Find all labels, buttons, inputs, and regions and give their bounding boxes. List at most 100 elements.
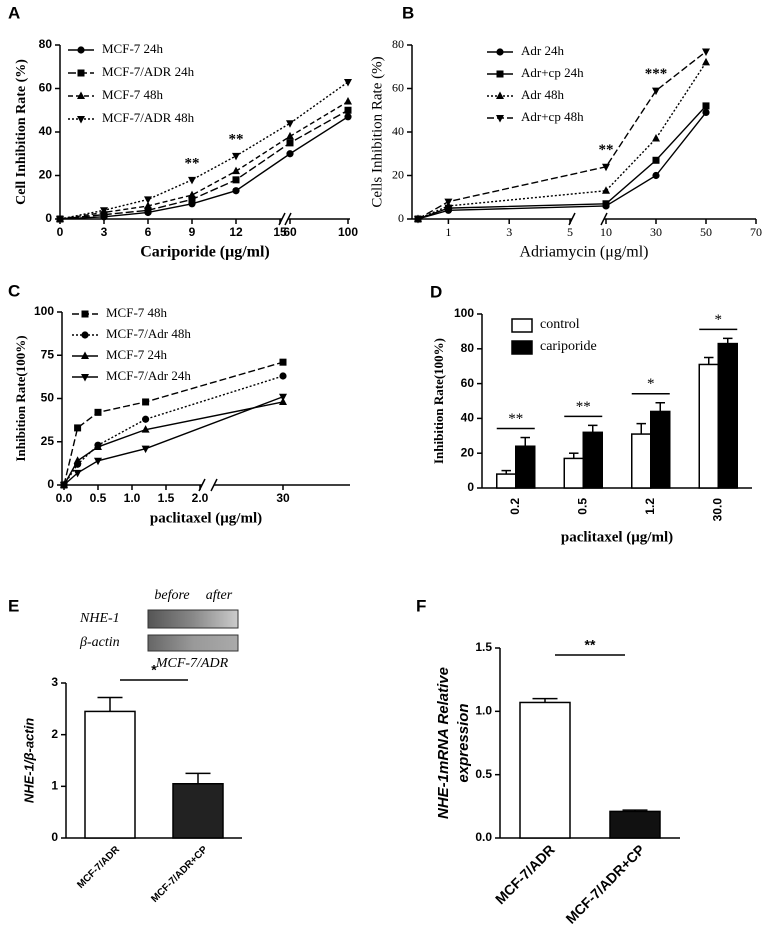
legend-label: MCF-7/ADR 48h <box>102 110 195 125</box>
marker <box>652 156 660 164</box>
legend-label: MCF-7/Adr 24h <box>106 368 191 383</box>
marker <box>286 150 294 158</box>
marker <box>279 393 287 402</box>
y-axis-title: expression <box>455 703 472 782</box>
marker <box>232 166 240 175</box>
significance-label: *** <box>645 66 668 82</box>
bar <box>84 710 136 839</box>
x-tick-label: 1.5 <box>158 491 175 505</box>
y-tick-label: 60 <box>39 81 53 95</box>
x-tick-label: 3 <box>506 225 512 239</box>
marker <box>94 442 102 450</box>
y-tick-label: 75 <box>41 347 55 361</box>
legend-label: MCF-7/ADR 24h <box>102 64 195 79</box>
x-tick-label: 60 <box>283 225 297 239</box>
y-tick-label: 80 <box>392 37 404 51</box>
x-tick-label: MCF-7/ADR <box>492 841 558 907</box>
x-tick-label: 15 <box>273 225 287 239</box>
panel: F 0.0 0.5 1.0 1.5 NHE-1mRNA Relative expressio… <box>416 596 680 927</box>
series-line <box>59 109 349 220</box>
y-tick-label: 0 <box>467 480 474 494</box>
legend-label: MCF-7/Adr 48h <box>106 326 191 341</box>
y-axis-title: NHE-1mRNA Relative <box>435 667 452 819</box>
bar <box>519 701 571 839</box>
x-tick-label: 0.5 <box>90 491 107 505</box>
significance-label: ** <box>599 142 614 158</box>
bar <box>582 431 603 489</box>
panel-letter: F <box>416 596 426 615</box>
blot-caption: MCF-7/ADR <box>155 656 229 671</box>
marker <box>702 102 710 110</box>
marker <box>100 207 108 215</box>
legend-label: Adr 24h <box>521 43 564 58</box>
significance-label: * <box>715 312 723 328</box>
x-tick-label: 2.0 <box>192 491 209 505</box>
y-axis-title: Inhibition Rate(100%) <box>13 335 28 461</box>
legend-marker <box>77 69 85 77</box>
panel: D 0 20 40 60 80 100 Inhibition Rate(100%) paclit… <box>430 282 752 545</box>
x-tick-label: 0.5 <box>575 498 589 515</box>
y-tick-label: 40 <box>461 411 475 425</box>
bar <box>698 363 719 489</box>
marker <box>74 424 82 432</box>
marker <box>144 196 152 204</box>
western-blot: before after NHE-1 β-actin MCF-7/ADR <box>79 588 239 671</box>
legend-marker <box>496 48 504 56</box>
x-tick-label: 30 <box>276 491 290 505</box>
significance-label: ** <box>229 131 244 147</box>
x-tick-label: 0 <box>57 225 64 239</box>
marker <box>142 415 150 423</box>
y-tick-label: 0 <box>47 477 54 491</box>
axis-break <box>210 478 218 492</box>
x-tick-label: 0.0 <box>56 491 73 505</box>
legend-marker <box>81 351 89 359</box>
y-tick-label: 50 <box>41 391 55 405</box>
marker <box>144 201 152 209</box>
legend-label: cariporide <box>540 339 597 354</box>
y-tick-label: 0 <box>45 211 52 225</box>
x-tick-label: 70 <box>750 225 762 239</box>
y-tick-label: 1 <box>51 779 58 793</box>
marker <box>188 195 196 203</box>
legend-marker <box>496 70 504 78</box>
marker <box>652 87 660 96</box>
axis-break <box>600 212 608 226</box>
marker <box>279 358 287 366</box>
bar <box>609 810 661 839</box>
y-tick-label: 100 <box>34 304 54 318</box>
x-tick-label: MCF-7/ADR <box>75 844 122 891</box>
marker <box>344 106 352 114</box>
x-axis-title: paclitaxel (μg/ml) <box>150 510 262 526</box>
marker <box>602 200 610 208</box>
x-tick-label: 5 <box>567 225 573 239</box>
x-axis-title: paclitaxel (μg/ml) <box>561 529 673 545</box>
marker <box>94 457 102 466</box>
x-tick-label: 30 <box>650 225 662 239</box>
x-tick-label: 0.2 <box>508 498 522 515</box>
marker <box>602 186 610 194</box>
y-axis-title: NHE-1/β-actin <box>21 718 36 803</box>
marker <box>73 469 82 478</box>
y-tick-label: 80 <box>39 37 53 51</box>
legend-label: MCF-7 24h <box>106 347 168 362</box>
x-tick-label: 100 <box>338 225 358 239</box>
blot-row: NHE-1 <box>79 611 120 626</box>
marker <box>188 190 196 199</box>
series-line <box>63 375 284 486</box>
x-tick-label: 50 <box>700 225 712 239</box>
marker <box>141 425 150 433</box>
marker <box>652 171 660 180</box>
x-tick-label: 1.2 <box>643 498 657 515</box>
legend-label: MCF-7 48h <box>106 305 168 320</box>
bar <box>650 410 671 489</box>
panel: B 0 20 40 60 80 Cells Inhibition Rate (%) Adria… <box>369 3 762 260</box>
legend-label: Adr 48h <box>521 87 564 102</box>
marker <box>602 163 610 172</box>
y-tick-label: 0.5 <box>475 767 492 781</box>
legend-label: control <box>540 317 580 332</box>
x-tick-label: 1.0 <box>124 491 141 505</box>
x-tick-label: 1 <box>445 225 451 239</box>
y-axis-title: Cells Inhibition Rate (%) <box>369 56 385 207</box>
panel-letter: D <box>430 282 442 301</box>
